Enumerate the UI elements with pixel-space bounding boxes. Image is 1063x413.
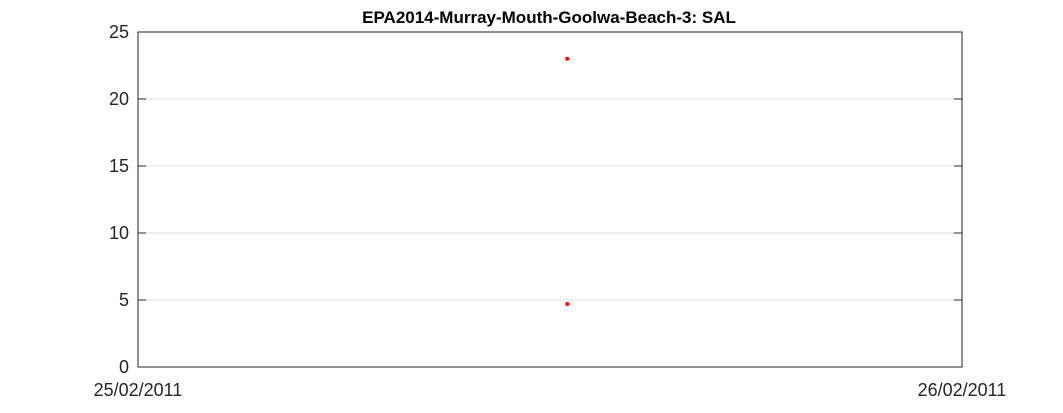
y-tick-label: 0 bbox=[119, 357, 129, 377]
y-axis: 0 5 10 15 20 25 bbox=[109, 22, 962, 377]
x-tick-label: 26/02/2011 bbox=[918, 380, 1007, 400]
plot-frame bbox=[137, 31, 963, 368]
y-tick-label: 25 bbox=[109, 22, 129, 42]
data-point bbox=[565, 56, 570, 61]
x-tick-label: 25/02/2011 bbox=[94, 380, 183, 400]
y-tick-label: 10 bbox=[109, 223, 129, 243]
grid-lines bbox=[138, 98, 962, 301]
y-tick-label: 15 bbox=[109, 156, 129, 176]
y-tick-label: 5 bbox=[119, 290, 129, 310]
chart-title: EPA2014-Murray-Mouth-Goolwa-Beach-3: SAL bbox=[362, 8, 736, 27]
data-points bbox=[565, 56, 570, 307]
y-tick-label: 20 bbox=[109, 89, 129, 109]
data-point bbox=[565, 302, 570, 307]
